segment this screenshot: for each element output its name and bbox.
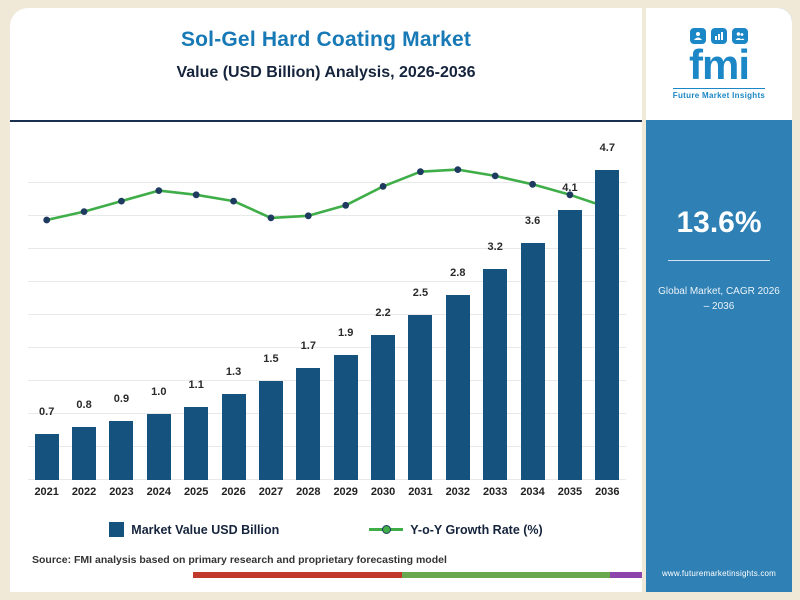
logo-subtext: Future Market Insights	[672, 87, 766, 100]
legend-item-line: Y-o-Y Growth Rate (%)	[369, 522, 543, 537]
x-label-2036: 2036	[595, 486, 620, 498]
bar-2026	[221, 394, 246, 480]
color-strip-1	[401, 572, 611, 578]
growth-rate-line	[43, 166, 611, 224]
page-title: Sol-Gel Hard Coating Market	[180, 28, 472, 51]
bar-value-label: 1.5	[263, 353, 279, 366]
x-label-2022: 2022	[71, 486, 97, 498]
bar-value-label: 3.2	[487, 240, 503, 253]
cagr-divider	[667, 260, 771, 261]
line-legend-marker	[382, 525, 392, 534]
bar-2031	[408, 315, 433, 480]
bar-value-label: 1.0	[151, 386, 167, 399]
bar-2036	[595, 170, 620, 480]
bar-value-label: 0.9	[113, 392, 130, 405]
bar-2027	[258, 381, 283, 480]
x-axis-labels: 2021 2022 2023 2024 2025 2026 2027 2028 2029 2030…	[28, 486, 626, 498]
logo-text: fmi	[689, 41, 750, 89]
x-label-2021: 2021	[34, 486, 59, 498]
x-label-2025: 2025	[183, 486, 209, 498]
color-strip-0	[193, 572, 402, 578]
fmi-logo: fmi Future Market Insights	[646, 8, 792, 120]
chart-card: Sol-Gel Hard Coating Market Value (USD B…	[10, 8, 642, 592]
x-label-2033: 2033	[482, 486, 508, 498]
bar-value-label: 1.7	[300, 339, 316, 352]
bar-value-label: 1.9	[338, 326, 354, 339]
bar-2034	[520, 242, 545, 480]
x-label-2027: 2027	[258, 486, 284, 498]
bar-2032	[445, 295, 470, 480]
x-label-2023: 2023	[109, 486, 134, 498]
bar-value-label: 4.1	[562, 181, 578, 194]
bar-value-label: 2.2	[375, 306, 391, 319]
x-label-2026: 2026	[221, 486, 246, 498]
bar-value-label: 2.8	[450, 267, 466, 280]
bar-2035	[557, 209, 582, 480]
cagr-value: 13.6%	[676, 206, 762, 239]
footer-color-strips	[10, 572, 642, 578]
bar-value-label: 0.7	[39, 405, 55, 418]
x-label-2029: 2029	[333, 486, 358, 498]
x-label-2032: 2032	[445, 486, 471, 498]
bar-value-label: 1.3	[225, 366, 242, 379]
website-url: www.futuremarketinsights.com	[661, 569, 777, 578]
person-icon	[690, 28, 706, 45]
people-icon	[732, 28, 748, 45]
x-label-2024: 2024	[146, 486, 172, 498]
legend-item-bar: Market Value USD Billion	[109, 522, 279, 537]
header-divider	[10, 120, 642, 122]
chart-plot-area: 0.7 0.8 0.9 1.0 1.1 1.3 1.5 1.7 1.9 2.2 2.5 2.8 3.2 3…	[28, 142, 626, 480]
cagr-label: Global Market, CAGR 2026 – 2036	[658, 286, 780, 312]
bar-value-label: 4.7	[599, 142, 615, 154]
x-label-2030: 2030	[370, 486, 396, 498]
x-label-2028: 2028	[296, 486, 321, 498]
source-note: Source: FMI analysis based on primary re…	[32, 554, 447, 566]
line-legend-label: Y-o-Y Growth Rate (%)	[410, 522, 543, 537]
chart-legend: Market Value USD Billion Y-o-Y Growth Ra…	[10, 522, 642, 537]
bar-2025	[184, 407, 209, 480]
bar-2030	[371, 334, 396, 480]
bar-value-label: 3.6	[524, 214, 541, 227]
bar-value-label: 2.5	[412, 287, 429, 300]
bar-2021	[34, 433, 59, 480]
bar-value-label: 1.1	[188, 379, 204, 392]
bar-legend-label: Market Value USD Billion	[131, 522, 280, 537]
bar-2029	[333, 354, 358, 480]
bar-value-label: 0.8	[76, 399, 92, 412]
bar-2024	[146, 414, 171, 480]
chart-icon	[711, 28, 727, 45]
logo-pictograms	[690, 28, 748, 45]
bar-legend-swatch	[109, 522, 125, 537]
x-label-2031: 2031	[408, 486, 433, 498]
color-strip-2	[610, 572, 642, 578]
x-label-2035: 2035	[557, 486, 583, 498]
bar-2033	[483, 268, 508, 480]
bar-2028	[296, 367, 321, 480]
bar-2023	[109, 420, 134, 480]
x-label-2034: 2034	[520, 486, 545, 498]
brand-panel: fmi Future Market Insights 13.6% Global …	[646, 8, 792, 592]
page-subtitle: Value (USD Billion) Analysis, 2026-2036	[176, 64, 476, 81]
bar-2022	[72, 427, 97, 480]
line-legend-swatch	[369, 525, 404, 534]
